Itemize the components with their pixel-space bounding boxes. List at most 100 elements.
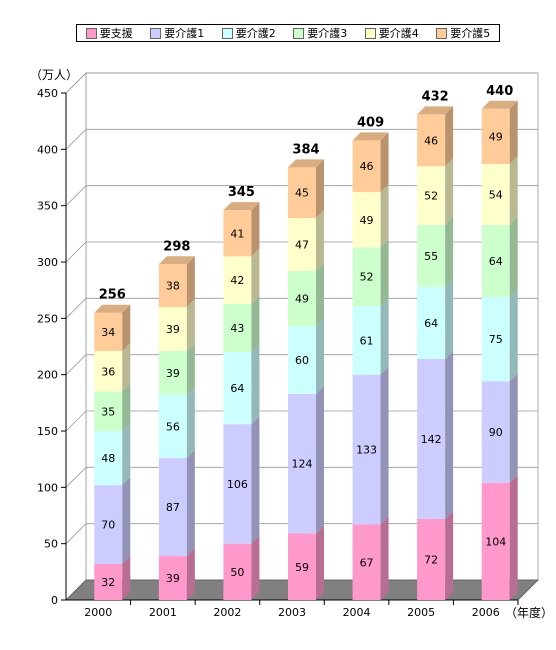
total-label: 440 — [486, 84, 513, 99]
data-label: 43 — [230, 322, 244, 335]
gridline — [65, 241, 87, 263]
bar-segment — [94, 351, 123, 392]
bar-segment-side — [316, 263, 324, 327]
y-tick-label: 450 — [37, 87, 58, 100]
y-tick-label: 250 — [37, 312, 58, 325]
x-tick-label: 2001 — [149, 606, 177, 619]
bar-segment-side — [316, 385, 324, 534]
total-label: 409 — [357, 115, 384, 130]
x-tick-label: 2002 — [213, 606, 241, 619]
data-label: 46 — [360, 160, 374, 173]
bar-segment — [223, 210, 252, 257]
data-label: 64 — [424, 317, 438, 330]
bar-segment-side — [380, 297, 389, 375]
bar-segment — [94, 312, 123, 352]
bar-top-face — [288, 159, 324, 168]
x-tick-label: 2006 — [472, 606, 500, 619]
total-label: 298 — [163, 239, 190, 254]
bar-segment — [352, 524, 381, 600]
plot-side-wall — [65, 72, 87, 601]
bar-segment — [288, 393, 316, 534]
bar-top-face — [94, 304, 131, 313]
x-tick-label: 2005 — [407, 606, 435, 619]
y-tick-label: 0 — [51, 594, 58, 607]
bar-segment — [352, 374, 381, 525]
bar-segment-side — [380, 516, 389, 600]
data-label: 61 — [360, 334, 374, 347]
bar-segment — [158, 458, 187, 557]
data-label: 55 — [424, 250, 438, 263]
bar-segment — [481, 482, 510, 600]
bar-segment — [158, 351, 187, 395]
data-label: 104 — [485, 535, 506, 548]
legend-swatch — [221, 27, 233, 39]
data-label: 52 — [360, 271, 374, 284]
bar-segment-side — [122, 423, 131, 486]
data-label: 39 — [166, 323, 180, 336]
y-tick-label: 200 — [37, 369, 58, 382]
data-label: 48 — [101, 452, 115, 465]
bar-segment-side — [251, 295, 260, 353]
bar-segment-side — [251, 202, 260, 257]
bar-segment — [417, 114, 446, 167]
data-label: 45 — [295, 187, 309, 200]
bar-segment — [94, 431, 123, 486]
x-tick-label: 2003 — [278, 606, 306, 619]
bar-segment — [223, 256, 252, 304]
data-label: 72 — [424, 553, 438, 566]
y-tick-label: 350 — [37, 200, 58, 213]
bar-segment-side — [509, 474, 518, 600]
bar-top-face — [417, 106, 454, 115]
bar-segment-side — [509, 373, 518, 483]
data-label: 49 — [295, 293, 309, 306]
y-tick-label: 150 — [37, 425, 58, 438]
data-label: 32 — [101, 576, 115, 589]
bar-segment-side — [251, 344, 260, 425]
data-label: 52 — [424, 190, 438, 203]
gridline — [65, 523, 87, 544]
bar-segment — [352, 192, 381, 248]
bar-segment — [481, 224, 510, 297]
gridline — [65, 467, 87, 488]
legend-item: 要介護4 — [364, 25, 419, 41]
legend-swatch — [150, 27, 162, 39]
legend-label: 要介護2 — [235, 27, 276, 40]
data-label: 39 — [166, 572, 180, 585]
legend-swatch — [85, 27, 97, 39]
legend-swatch — [436, 27, 448, 39]
bar-top-face — [158, 256, 195, 265]
data-label: 60 — [295, 354, 309, 367]
bar-segment — [158, 307, 187, 352]
total-label: 384 — [292, 142, 319, 157]
data-label: 142 — [421, 433, 442, 446]
data-label: 49 — [360, 214, 374, 227]
bar-segment — [94, 563, 123, 600]
bar-segment — [288, 271, 316, 327]
data-label: 70 — [101, 519, 115, 532]
bar-segment-side — [445, 350, 454, 519]
bar-segment-side — [251, 535, 260, 600]
data-label: 106 — [227, 478, 248, 491]
bar-segment — [223, 424, 252, 544]
bar-segment-side — [186, 386, 195, 459]
bar-segment-side — [122, 343, 131, 392]
data-label: 59 — [295, 561, 309, 574]
data-label: 90 — [489, 426, 503, 439]
data-label: 34 — [101, 326, 115, 339]
bar-segment-side — [186, 299, 195, 352]
data-label: 39 — [166, 367, 180, 380]
data-label: 64 — [230, 382, 244, 395]
data-label: 133 — [356, 444, 377, 457]
legend-label: 要支援 — [99, 27, 133, 40]
bar-segment — [417, 286, 446, 359]
legend-label: 要介護5 — [450, 27, 491, 40]
total-label: 345 — [228, 185, 255, 200]
bar-segment-side — [186, 256, 195, 308]
data-label: 56 — [166, 420, 180, 433]
bar-segment — [288, 218, 316, 272]
bar-segment — [288, 533, 316, 600]
bar-segment — [352, 247, 381, 306]
bar-segment-side — [186, 450, 195, 557]
bar-segment — [481, 381, 510, 483]
